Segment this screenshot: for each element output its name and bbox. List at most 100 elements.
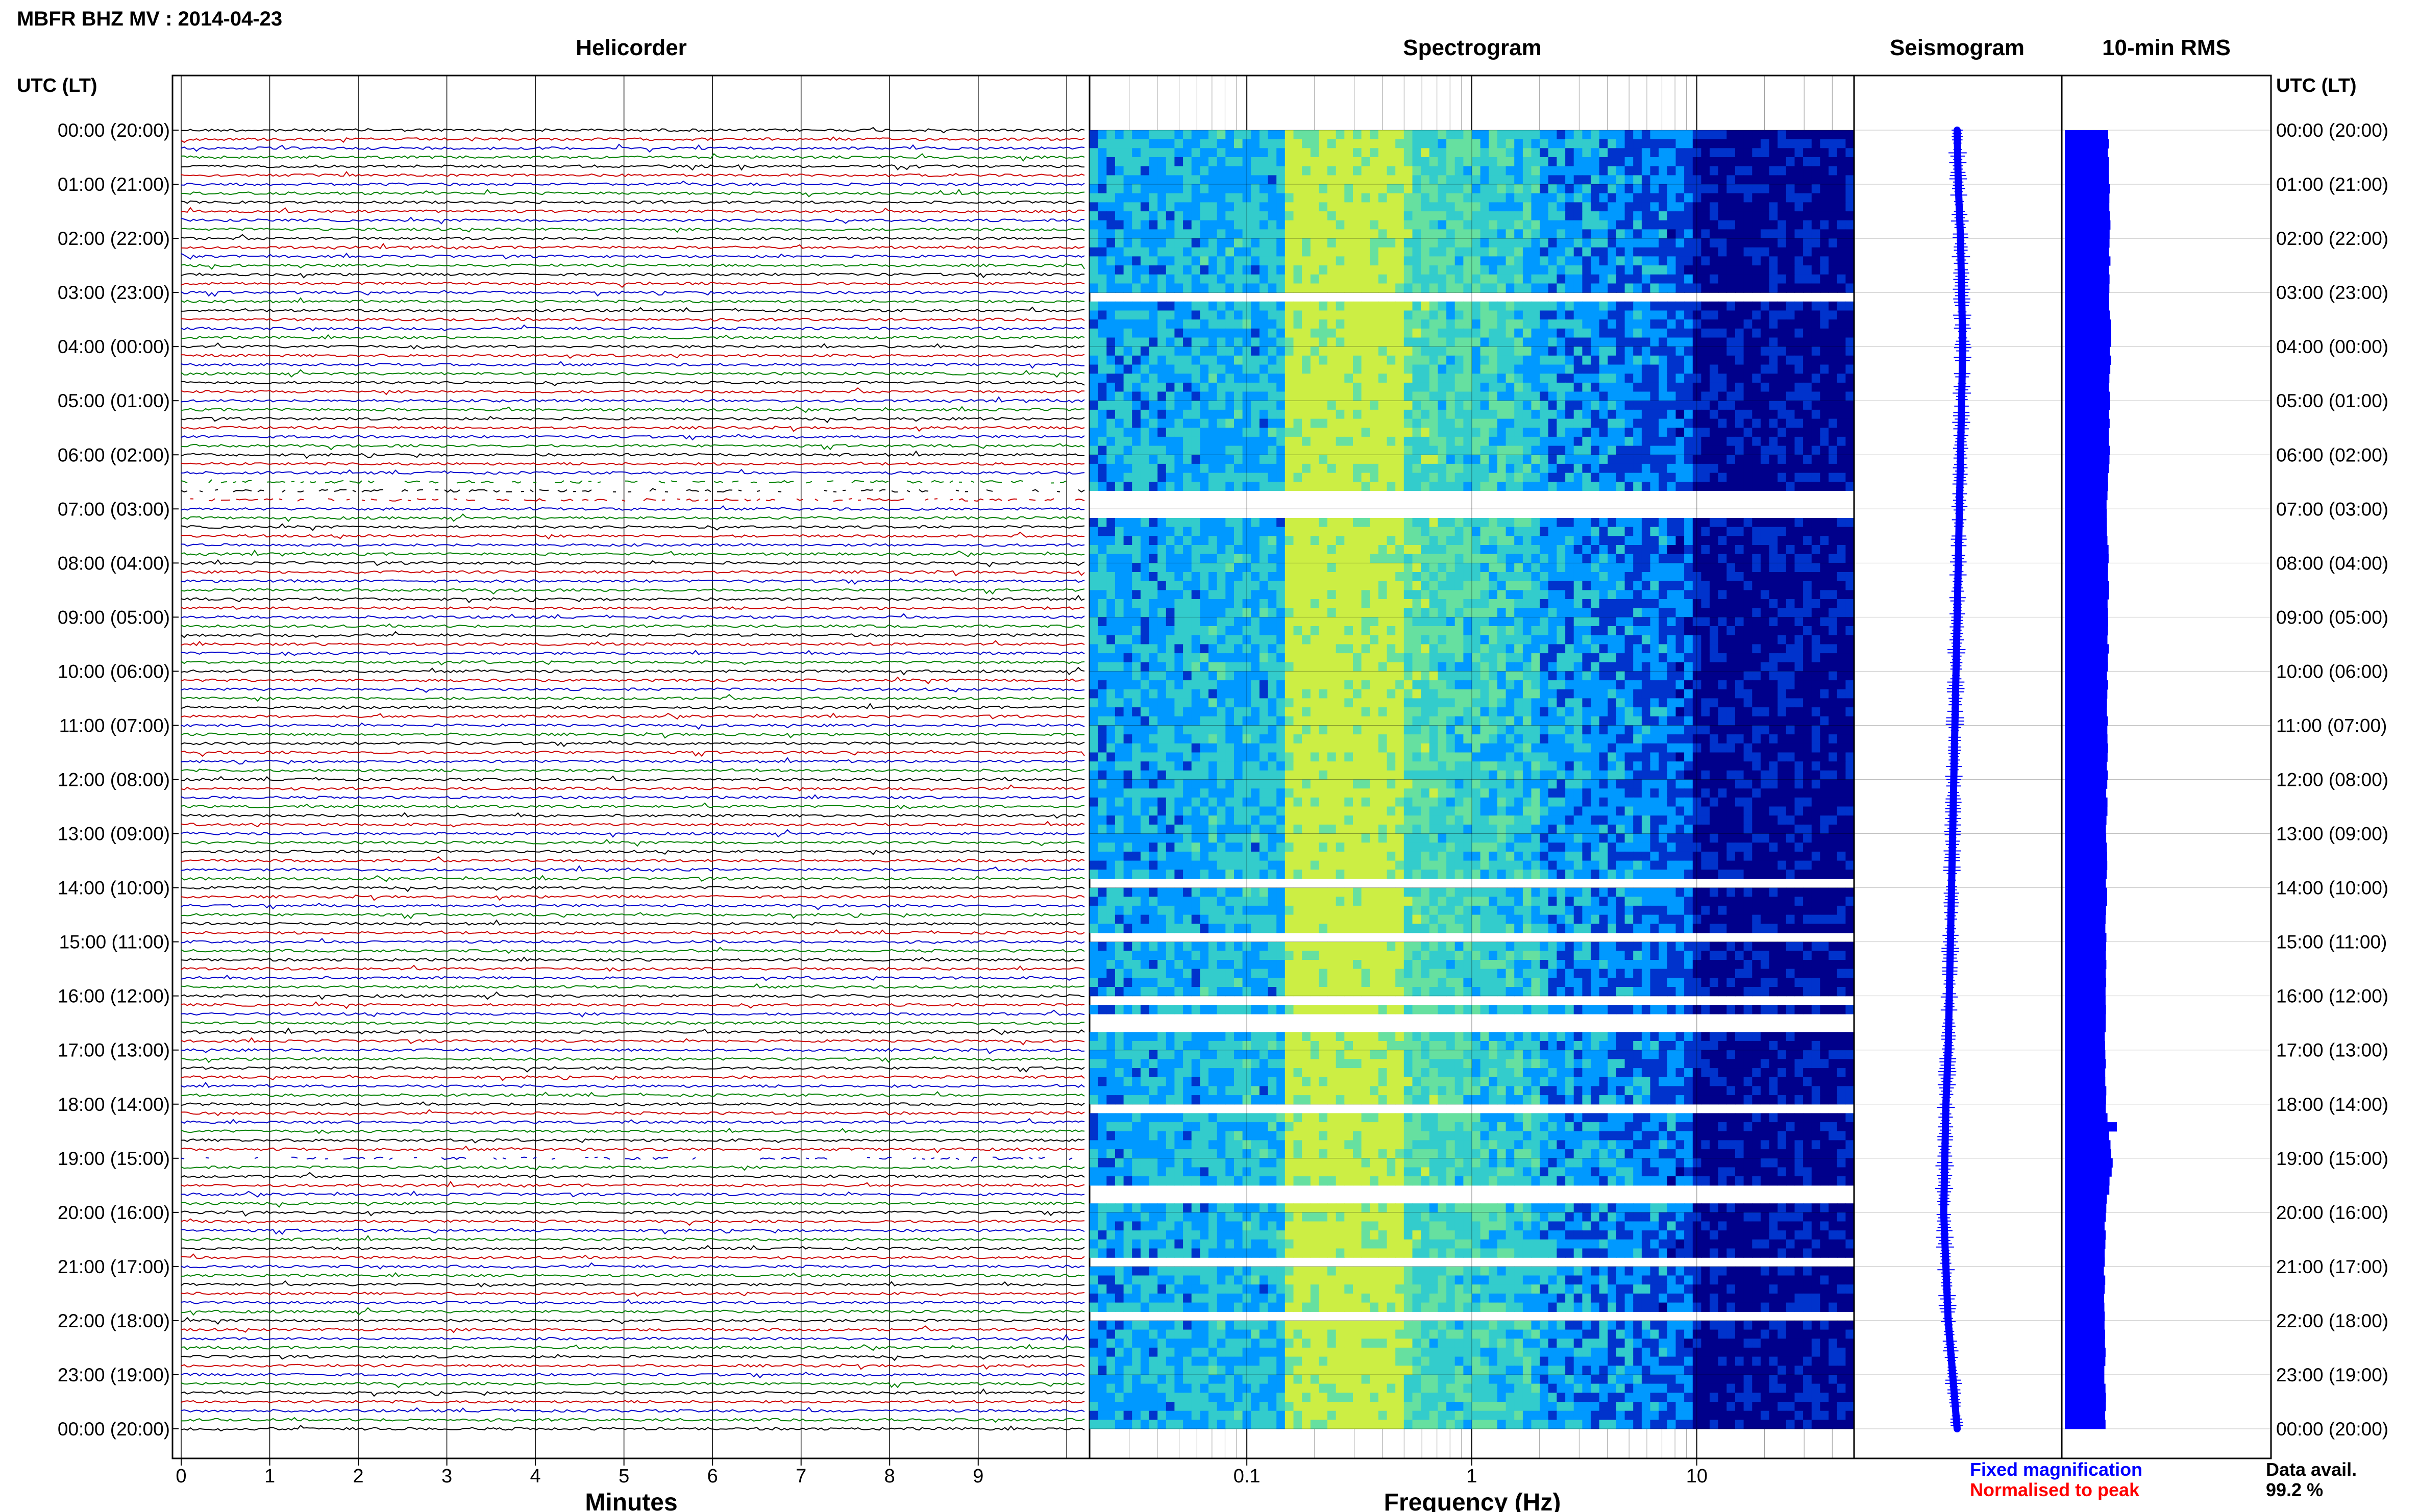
spectrogram-cell (1650, 527, 1659, 536)
spectrogram-cell (1090, 608, 1099, 617)
spectrogram-cell (1251, 184, 1260, 194)
time-label-left: 13:00 (09:00) (58, 824, 170, 845)
spectrogram-cell (1514, 193, 1523, 203)
helicorder-trace (181, 415, 1085, 424)
spectrogram-cell (1752, 319, 1761, 329)
spectrogram-cell (1786, 455, 1795, 464)
spectrogram-cell (1438, 220, 1447, 230)
spectrogram-cell (1429, 436, 1439, 447)
spectrogram-cell (1837, 310, 1846, 320)
spectrogram-cell (1285, 374, 1294, 383)
spectrogram-cell (1234, 301, 1243, 311)
spectrogram-cell (1123, 563, 1132, 573)
spectrogram-cell (1242, 608, 1251, 617)
spectrogram-cell (1327, 608, 1337, 617)
spectrogram-cell (1251, 428, 1260, 437)
spectrogram-cell (1319, 202, 1328, 212)
spectrogram-cell (1302, 436, 1311, 447)
spectrogram-cell (1659, 382, 1668, 392)
spectrogram-cell (1302, 626, 1311, 636)
spectrogram-cell (1778, 130, 1787, 140)
spectrogram-cell (1514, 202, 1523, 212)
spectrogram-cell (1641, 148, 1651, 158)
spectrogram-cell (1522, 274, 1532, 284)
spectrogram-cell (1344, 608, 1353, 617)
spectrogram-cell (1803, 337, 1812, 347)
spectrogram-cell (1395, 283, 1404, 293)
spectrogram-cell (1157, 184, 1167, 194)
spectrogram-cell (1845, 391, 1855, 401)
spectrogram-cell (1310, 482, 1320, 491)
spectrogram-cell (1166, 256, 1175, 266)
spectrogram-cell (1106, 229, 1116, 239)
spectrogram-cell (1769, 238, 1778, 248)
spectrogram-cell (1421, 436, 1430, 447)
spectrogram-cell (1268, 202, 1277, 212)
spectrogram-cell (1557, 283, 1566, 293)
spectrogram-cell (1438, 428, 1447, 437)
spectrogram-cell (1251, 635, 1260, 645)
spectrogram-cell (1387, 374, 1396, 383)
helicorder-trace (181, 687, 1085, 693)
spectrogram-cell (1769, 391, 1778, 401)
spectrogram-cell (1183, 382, 1192, 392)
spectrogram-cell (1692, 401, 1702, 410)
spectrogram-cell (1811, 418, 1821, 428)
spectrogram-cell (1403, 193, 1413, 203)
spectrogram-cell (1667, 463, 1676, 474)
spectrogram-cell (1403, 626, 1413, 636)
spectrogram-cell (1395, 626, 1404, 636)
spectrogram-cell (1710, 401, 1719, 410)
spectrogram-cell (1616, 337, 1625, 347)
spectrogram-cell (1225, 274, 1235, 284)
spectrogram-cell (1803, 436, 1812, 447)
spectrogram-cell (1090, 436, 1099, 447)
spectrogram-cell (1123, 418, 1132, 428)
spectrogram-cell (1820, 626, 1829, 636)
spectrogram-cell (1743, 554, 1752, 563)
spectrogram-cell (1174, 319, 1183, 329)
spectrogram-cell (1421, 527, 1430, 536)
spectrogram-cell (1667, 202, 1676, 212)
spectrogram-cell (1454, 346, 1464, 356)
spectrogram-cell (1344, 436, 1353, 447)
spectrogram-cell (1573, 211, 1583, 221)
spectrogram-cell (1599, 229, 1609, 239)
time-label-right: 01:00 (21:00) (2276, 174, 2388, 195)
spectrogram-cell (1378, 409, 1388, 419)
spectrogram-cell (1149, 428, 1158, 437)
helicorder-trace (181, 1228, 1085, 1235)
spectrogram-cell (1361, 229, 1370, 239)
spectrogram-cell (1599, 256, 1609, 266)
spectrogram-cell (1837, 590, 1846, 600)
spectrogram-cell (1522, 382, 1532, 392)
spectrogram-cell (1701, 374, 1710, 383)
spectrogram-cell (1531, 175, 1540, 185)
spectrogram-cell (1514, 211, 1523, 221)
spectrogram-cell (1200, 581, 1209, 590)
spectrogram-cell (1582, 220, 1591, 230)
spectrogram-cell (1522, 418, 1532, 428)
spectrogram-cell (1650, 346, 1659, 356)
spectrogram-cell (1200, 527, 1209, 536)
spectrogram-cell (1149, 157, 1158, 167)
spectrogram-cell (1489, 301, 1498, 311)
spectrogram-cell (1540, 193, 1549, 203)
spectrogram-cell (1123, 626, 1132, 636)
spectrogram-cell (1489, 382, 1498, 392)
spectrogram-cell (1344, 563, 1353, 573)
spectrogram-cell (1497, 337, 1507, 347)
spectrogram-cell (1514, 337, 1523, 347)
spectrogram-cell (1412, 175, 1421, 185)
spectrogram-cell (1786, 166, 1795, 176)
spectrogram-cell (1710, 301, 1719, 311)
spectrogram-cell (1505, 130, 1515, 140)
spectrogram-cell (1701, 148, 1710, 158)
spectrogram-cell (1259, 563, 1269, 573)
spectrogram-cell (1429, 247, 1439, 257)
spectrogram-cell (1718, 409, 1727, 419)
spectrogram-cell (1174, 374, 1183, 383)
spectrogram-cell (1370, 319, 1379, 329)
spectrogram-cell (1582, 635, 1591, 645)
spectrogram-cell (1327, 220, 1337, 230)
